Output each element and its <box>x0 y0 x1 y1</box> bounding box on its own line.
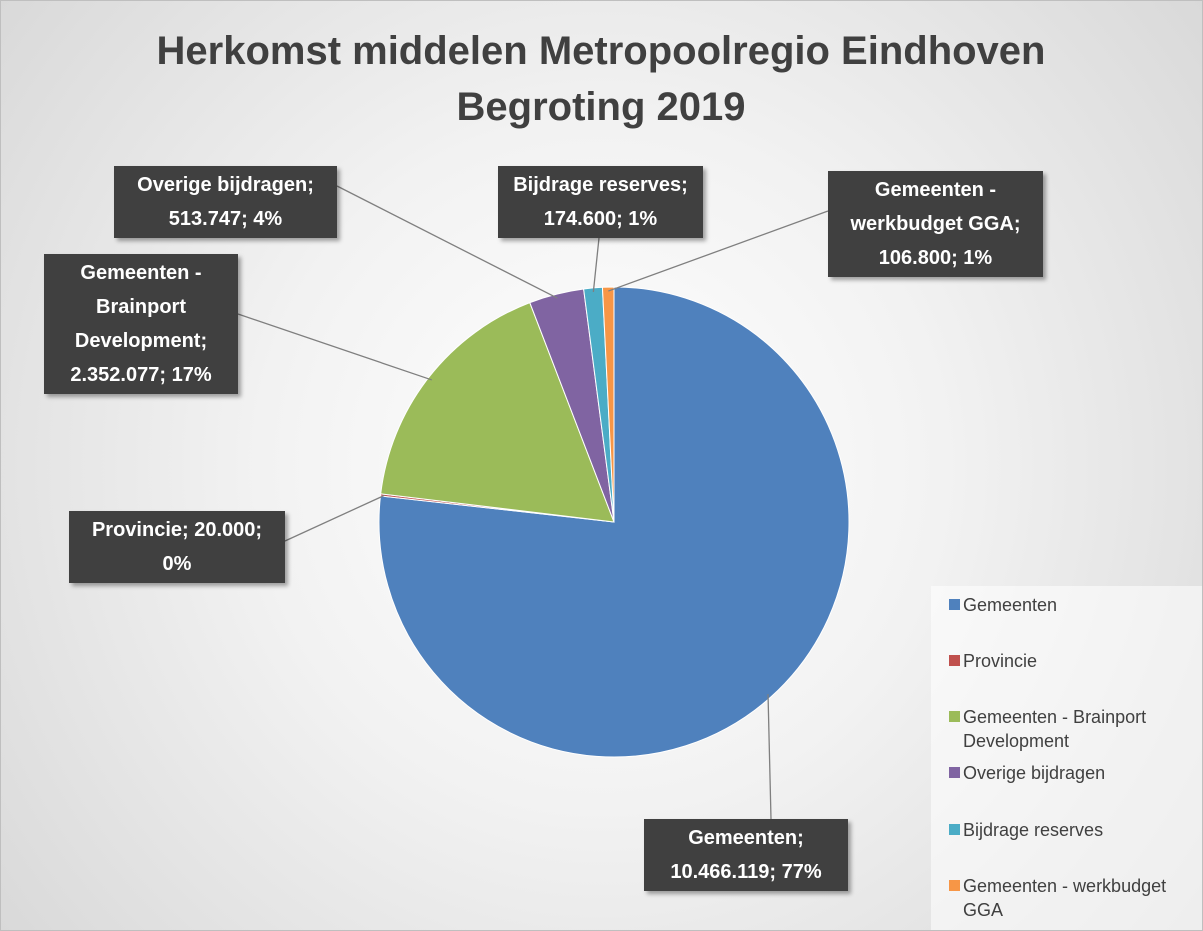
legend-swatch <box>949 824 960 835</box>
leader-line <box>336 185 558 299</box>
legend-swatch <box>949 599 960 610</box>
legend-swatch <box>949 711 960 722</box>
leader-line <box>592 237 600 292</box>
leader-line <box>237 313 433 381</box>
data-label: Bijdrage reserves; 174.600; 1% <box>498 166 703 238</box>
legend-swatch <box>949 880 960 891</box>
legend-label: Overige bijdragen <box>963 763 1106 783</box>
legend-item: Gemeenten - werkbudget GGA <box>941 874 1201 922</box>
leader-line <box>284 494 385 542</box>
leader-line <box>767 694 772 820</box>
data-label: Provincie; 20.000; 0% <box>69 511 285 583</box>
data-label: Gemeenten - Brainport Development; 2.352… <box>44 254 238 394</box>
legend-label: Bijdrage reserves <box>963 820 1104 840</box>
pie-slice <box>601 286 615 523</box>
legend-item: Gemeenten - Brainport Development <box>941 705 1201 753</box>
legend-label: Gemeenten - werkbudget GGA <box>963 876 1167 920</box>
pie-slice <box>380 301 615 523</box>
leader-line <box>608 210 829 292</box>
legend: Gemeenten Provincie Gemeenten - Brainport … <box>931 586 1202 930</box>
data-label: Gemeenten; 10.466.119; 77% <box>644 819 848 891</box>
legend-label: Gemeenten - Brainport Development <box>963 707 1147 751</box>
data-label: Gemeenten - werkbudget GGA; 106.800; 1% <box>828 171 1043 277</box>
data-label: Overige bijdragen; 513.747; 4% <box>114 166 337 238</box>
legend-item: Bijdrage reserves <box>941 818 1201 842</box>
legend-item: Provincie <box>941 649 1201 673</box>
chart-title: Herkomst middelen Metropoolregio Eindhov… <box>156 29 1046 129</box>
legend-swatch <box>949 767 960 778</box>
legend-label: Gemeenten <box>963 595 1058 615</box>
legend-label: Provincie <box>963 651 1038 671</box>
legend-swatch <box>949 655 960 666</box>
legend-item: Gemeenten <box>941 593 1201 617</box>
legend-item: Overige bijdragen <box>941 761 1201 785</box>
